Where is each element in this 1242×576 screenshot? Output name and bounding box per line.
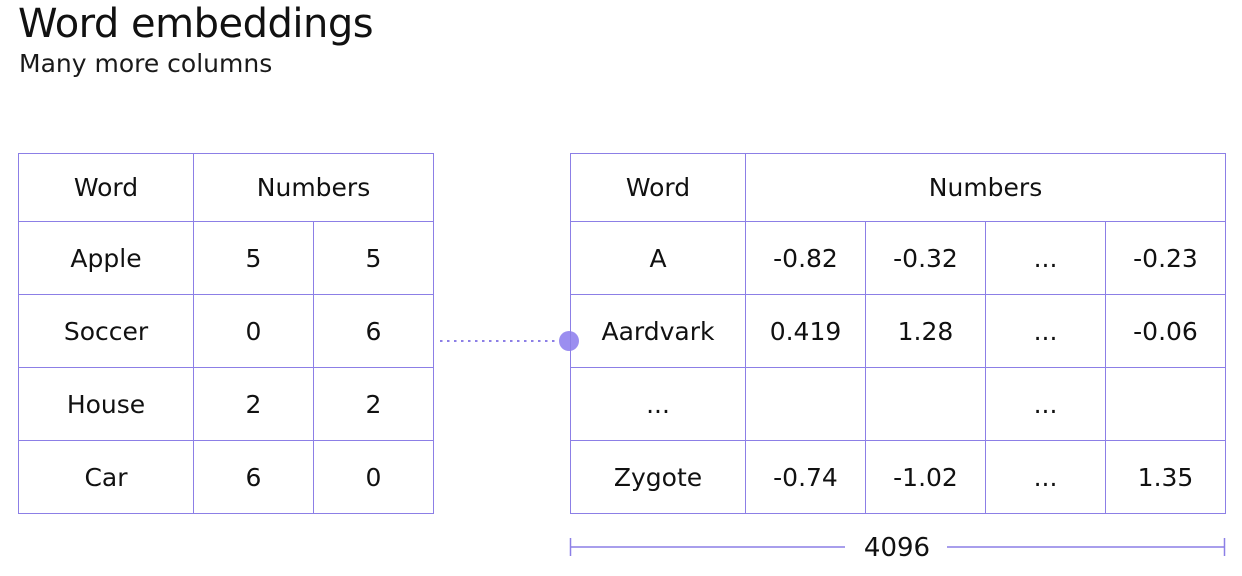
- table-row: Aardvark 0.419 1.28 ... -0.06: [570, 294, 1227, 368]
- large-embedding-table: Word Numbers A -0.82 -0.32 ... -0.23 Aar…: [570, 153, 1227, 514]
- number-cell: 5: [312, 221, 435, 295]
- number-cell: -0.23: [1104, 221, 1227, 295]
- table-header-row: Word Numbers: [18, 153, 435, 222]
- small-embedding-table: Word Numbers Apple 5 5 Soccer 0 6 House …: [18, 153, 435, 514]
- number-cell: 0: [193, 294, 314, 368]
- number-cell: 0.419: [745, 294, 866, 368]
- word-column-header: Word: [570, 153, 746, 222]
- ellipsis-cell: ...: [985, 221, 1106, 295]
- word-cell: Car: [18, 440, 194, 514]
- table-row: Car 6 0: [18, 440, 435, 514]
- number-cell: -0.74: [745, 440, 866, 514]
- word-cell: Aardvark: [570, 294, 746, 368]
- ellipsis-cell: ...: [985, 294, 1106, 368]
- number-cell: 2: [312, 367, 435, 441]
- word-column-header: Word: [18, 153, 194, 222]
- number-cell: -1.02: [865, 440, 986, 514]
- word-cell: Zygote: [570, 440, 746, 514]
- ellipsis-cell: ...: [985, 367, 1106, 441]
- table-row: Apple 5 5: [18, 221, 435, 295]
- dimension-label: 4096: [851, 531, 943, 565]
- number-cell: [745, 367, 866, 441]
- number-cell: -0.32: [865, 221, 986, 295]
- numbers-column-header: Numbers: [744, 153, 1227, 222]
- number-cell: 1.35: [1104, 440, 1227, 514]
- number-cell: [865, 367, 986, 441]
- number-cell: 6: [193, 440, 314, 514]
- numbers-column-header: Numbers: [192, 153, 435, 222]
- page-title: Word embeddings: [18, 1, 374, 47]
- word-cell: Apple: [18, 221, 194, 295]
- number-cell: [1104, 367, 1227, 441]
- number-cell: -0.06: [1104, 294, 1227, 368]
- table-row: Zygote -0.74 -1.02 ... 1.35: [570, 440, 1227, 514]
- page-subtitle: Many more columns: [19, 49, 273, 78]
- ellipsis-cell: ...: [985, 440, 1106, 514]
- number-cell: 6: [312, 294, 435, 368]
- table-header-row: Word Numbers: [570, 153, 1227, 222]
- table-row: ... ...: [570, 367, 1227, 441]
- number-cell: -0.82: [745, 221, 866, 295]
- table-row: A -0.82 -0.32 ... -0.23: [570, 221, 1227, 295]
- number-cell: 0: [312, 440, 435, 514]
- number-cell: 2: [193, 367, 314, 441]
- word-cell: A: [570, 221, 746, 295]
- word-cell: ...: [570, 367, 746, 441]
- number-cell: 1.28: [865, 294, 986, 368]
